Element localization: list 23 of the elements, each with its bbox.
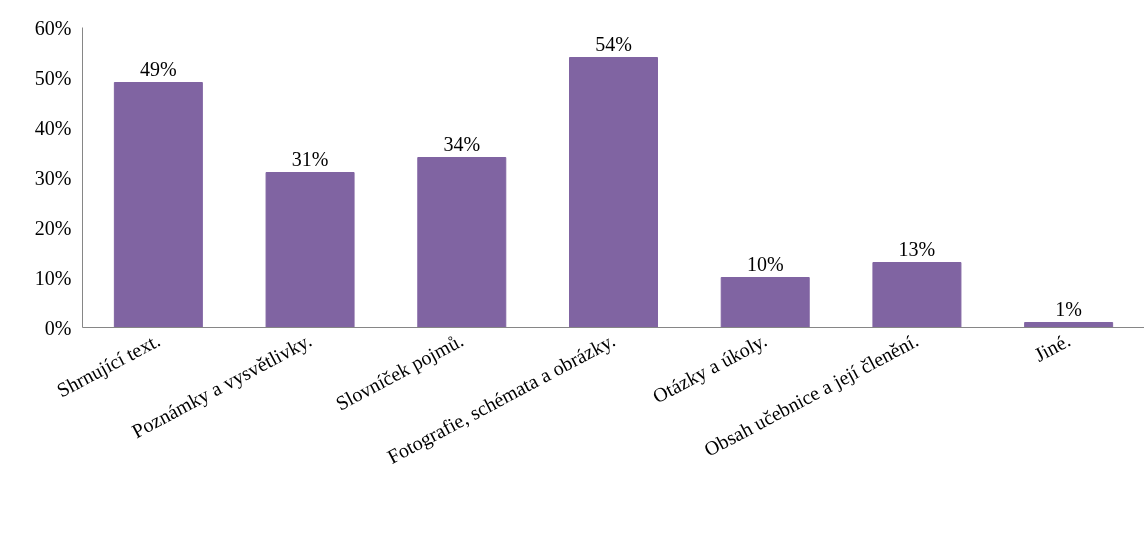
x-tick-label: Otázky a úkoly. <box>648 328 771 409</box>
data-label: 13% <box>898 237 936 260</box>
y-tick-label: 50% <box>34 66 72 89</box>
data-label: 10% <box>746 252 784 275</box>
data-label: 34% <box>443 132 481 155</box>
data-label: 31% <box>291 147 329 170</box>
x-tick-label: Jiné. <box>1030 328 1074 366</box>
bar <box>265 172 355 328</box>
y-tick-label: 30% <box>34 166 72 189</box>
y-tick-label: 20% <box>34 216 72 239</box>
data-label: 54% <box>595 32 632 55</box>
bar <box>720 277 810 328</box>
bar <box>569 57 658 328</box>
y-tick-label: 10% <box>34 266 72 289</box>
bar <box>113 82 203 328</box>
y-tick-label: 0% <box>44 316 72 339</box>
data-label: 49% <box>140 57 177 80</box>
bar <box>872 262 962 328</box>
bar <box>417 157 507 328</box>
bar <box>1024 322 1114 328</box>
y-tick-label: 60% <box>34 16 72 39</box>
y-tick-label: 40% <box>34 116 72 139</box>
data-label: 1% <box>1055 297 1082 320</box>
